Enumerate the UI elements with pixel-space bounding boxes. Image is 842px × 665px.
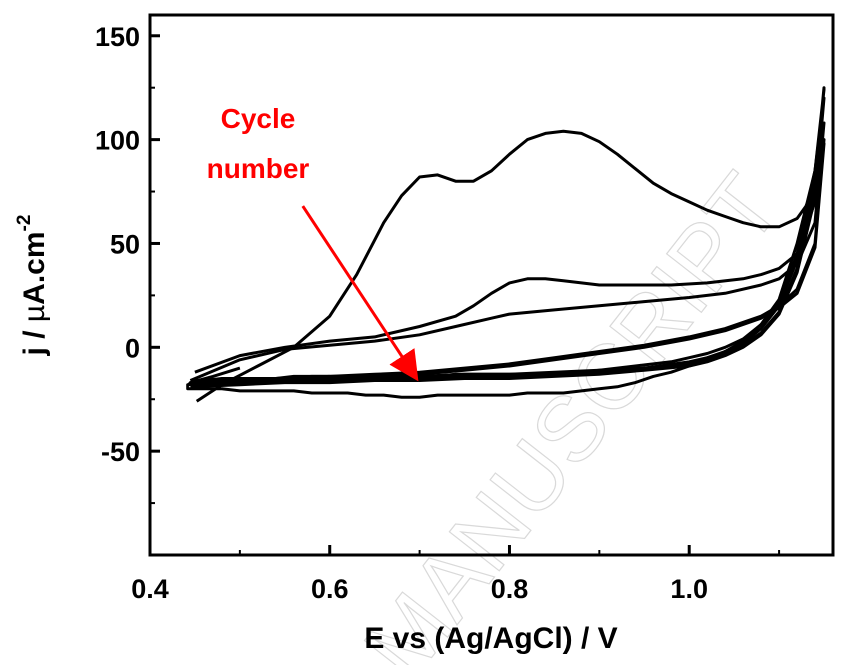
annotation-line-2: number — [207, 153, 310, 184]
x-tick-label: 0.8 — [491, 574, 529, 604]
watermark: MANUSCRIPT — [345, 155, 801, 665]
cycle-annotation: Cycle number — [207, 103, 419, 382]
annotation-line-1: Cycle — [221, 103, 296, 134]
x-tick-label: 0.6 — [311, 574, 349, 604]
axis-ticks: 0.4 0.6 0.8 1.0 150 100 50 0 -50 — [95, 22, 781, 604]
plot-frame — [148, 13, 835, 557]
y-tick-label: 0 — [125, 333, 140, 363]
cv-cycle-curve-3 — [189, 121, 826, 382]
svg-text:MANUSCRIPT: MANUSCRIPT — [345, 156, 800, 665]
y-axis-title-exponent: -2 — [14, 215, 35, 232]
y-tick-label: 50 — [110, 229, 140, 259]
x-axis-title: E vs (Ag/AgCl) / V — [364, 622, 617, 655]
y-tick-label: 100 — [95, 126, 140, 156]
x-tick-label: 1.0 — [670, 574, 708, 604]
cv-cycle-curve-5 — [190, 142, 826, 389]
y-tick-label: 150 — [95, 22, 140, 52]
annotation-arrow — [301, 205, 419, 382]
plot-layer — [186, 86, 826, 403]
y-axis-title: j / µA.cm-2 — [14, 215, 51, 357]
y-axis-title-mu: µ — [18, 305, 51, 322]
y-axis-title-unit: A.cm — [18, 231, 51, 304]
y-tick-label: -50 — [101, 437, 140, 467]
y-axis-title-main: j / — [18, 322, 51, 356]
x-tick-label: 0.4 — [131, 574, 169, 604]
svg-text:j / µA.cm-2: j / µA.cm-2 — [14, 215, 51, 357]
